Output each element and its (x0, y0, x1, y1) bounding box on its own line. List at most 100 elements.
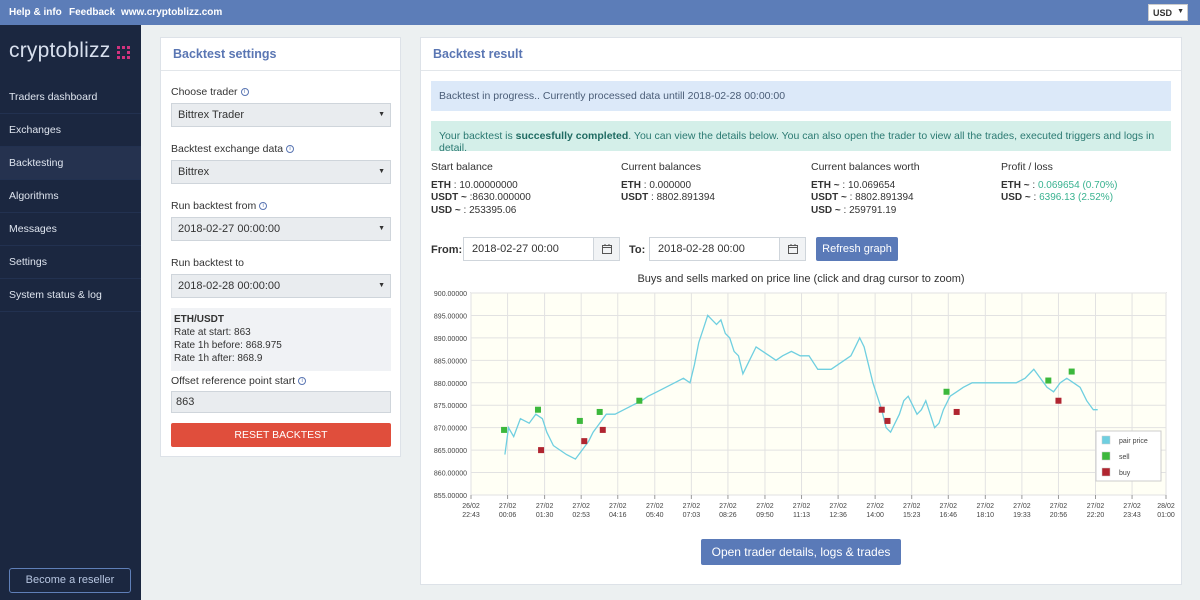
offset-input[interactable]: 863 (171, 391, 391, 413)
trader-select[interactable]: Bittrex Trader ▼ (171, 103, 391, 127)
x-tick-label: 14:00 (866, 512, 884, 519)
legend-label: sell (1119, 454, 1130, 461)
to-select-value: 2018-02-28 00:00:00 (178, 280, 281, 292)
balance-key: USDT ~ (431, 192, 467, 203)
chevron-down-icon: ▼ (378, 225, 385, 232)
reset-backtest-button[interactable]: RESET BACKTEST (171, 423, 391, 447)
from-select[interactable]: 2018-02-27 00:00:00 ▼ (171, 217, 391, 241)
y-tick-label: 880.00000 (434, 381, 467, 388)
legend-swatch (1101, 435, 1111, 445)
buy-marker (953, 408, 960, 415)
price-chart[interactable]: 900.00000 895.00000 890.00000 885.00000 880.… (421, 285, 1181, 535)
x-tick-label: 16:46 (940, 512, 958, 519)
app-logo[interactable]: cryptoblizz (9, 39, 111, 62)
profit-loss-header: Profit / loss (1001, 161, 1053, 173)
buy-marker (1055, 397, 1062, 404)
graph-from-input[interactable]: 2018-02-27 00:00 (463, 237, 620, 261)
success-pre: Your backtest is (439, 130, 516, 142)
x-tick-label: 27/02 (977, 503, 995, 510)
from-select-value: 2018-02-27 00:00:00 (178, 223, 281, 235)
x-tick-label: 26/02 (462, 503, 480, 510)
sidebar-item-algorithms[interactable]: Algorithms (0, 180, 141, 213)
top-bar: Help & info Feedback www.cryptoblizz.com… (0, 0, 1200, 25)
sidebar-item-settings[interactable]: Settings (0, 246, 141, 279)
calendar-icon[interactable] (779, 238, 805, 260)
exchange-label: Backtest exchange data i (171, 143, 295, 155)
sell-marker (596, 408, 603, 415)
currency-value: USD (1153, 8, 1173, 18)
x-tick-label: 27/02 (1050, 503, 1068, 510)
y-tick-label: 860.00000 (434, 471, 467, 478)
sidebar-item-traders-dashboard[interactable]: Traders dashboard (0, 81, 141, 114)
balance-key: USD ~ (811, 204, 841, 216)
balance-key: USDT (621, 192, 649, 203)
balance-value: : 10.069654 (839, 179, 896, 191)
info-icon[interactable]: i (240, 88, 249, 97)
buy-marker (878, 406, 885, 413)
profit-value: 6396.13 (2.52%) (1039, 192, 1114, 203)
balance-key: USDT ~ (811, 192, 847, 203)
sidebar-item-system-status[interactable]: System status & log (0, 279, 141, 312)
x-tick-label: 19:33 (1013, 512, 1031, 519)
exchange-select[interactable]: Bittrex ▼ (171, 160, 391, 184)
to-select[interactable]: 2018-02-28 00:00:00 ▼ (171, 274, 391, 298)
trader-select-value: Bittrex Trader (178, 109, 245, 121)
x-tick-label: 00:06 (499, 512, 517, 519)
sidebar: cryptoblizz Traders dashboard Exchanges … (0, 25, 141, 600)
current-balances-header: Current balances (621, 161, 701, 173)
result-title: Backtest result (433, 47, 523, 61)
success-post: . You can view the details below. You ca… (439, 130, 1155, 154)
balance-value: :8630.000000 (466, 192, 531, 203)
currency-select[interactable]: USD ▼ (1148, 4, 1188, 21)
pair-name: ETH/USDT (174, 314, 224, 325)
site-link[interactable]: www.cryptoblizz.com (121, 7, 223, 18)
legend-label: buy (1119, 470, 1131, 477)
balance-key: ETH ~ (811, 179, 840, 191)
help-info-link[interactable]: Help & info (9, 7, 62, 18)
x-tick-label: 27/02 (1013, 503, 1031, 510)
balances-worth: Current balances worth ETH ~ : 10.069654… (811, 161, 920, 217)
sell-marker (636, 397, 643, 404)
profit-loss: Profit / loss ETH ~ : 0.069654 (0.70%) U… (1001, 161, 1117, 205)
graph-to-input[interactable]: 2018-02-28 00:00 (649, 237, 806, 261)
become-reseller-button[interactable]: Become a reseller (9, 568, 131, 593)
info-icon[interactable]: i (259, 202, 268, 211)
feedback-link[interactable]: Feedback (69, 7, 116, 18)
info-icon[interactable]: i (286, 145, 295, 154)
balances-worth-header: Current balances worth (811, 161, 920, 173)
sidebar-item-exchanges[interactable]: Exchanges (0, 114, 141, 147)
x-tick-label: 05:40 (646, 512, 664, 519)
x-tick-label: 27/02 (646, 503, 664, 510)
logo-dots-icon (117, 46, 130, 59)
success-alert: Your backtest is succesfully completed. … (431, 121, 1171, 154)
sidebar-item-messages[interactable]: Messages (0, 213, 141, 246)
balance-value: : 8802.891394 (648, 192, 715, 203)
chart-legend: pair price sell buy (1095, 430, 1162, 482)
sell-marker (1068, 368, 1075, 375)
balance-value: : (1030, 192, 1040, 203)
buy-marker (884, 417, 891, 424)
sidebar-item-backtesting[interactable]: Backtesting (0, 147, 141, 180)
balance-value: : 0.000000 (641, 179, 692, 191)
open-trader-button[interactable]: Open trader details, logs & trades (701, 539, 901, 565)
refresh-graph-button[interactable]: Refresh graph (816, 237, 898, 261)
x-tick-label: 27/02 (719, 503, 737, 510)
x-tick-label: 02:53 (572, 512, 590, 519)
balance-key: ETH ~ (1001, 179, 1030, 191)
buy-marker (538, 447, 545, 454)
x-tick-label: 01:30 (536, 512, 554, 519)
profit-value: 0.069654 (0.70%) (1037, 179, 1118, 191)
from-label: Run backtest from i (171, 200, 268, 212)
graph-from-label: From: (431, 244, 463, 256)
rate-after: Rate 1h after: 868.9 (174, 353, 263, 364)
calendar-icon[interactable] (593, 238, 619, 260)
sidebar-nav: Traders dashboard Exchanges Backtesting … (0, 81, 141, 312)
x-tick-label: 07:03 (683, 512, 701, 519)
balance-value: : 8802.891394 (846, 192, 914, 203)
y-tick-label: 855.00000 (434, 493, 467, 500)
info-icon[interactable]: i (298, 377, 307, 386)
offset-label-text: Offset reference point start (171, 375, 296, 387)
balance-key: ETH (621, 179, 641, 191)
chevron-down-icon: ▼ (1177, 8, 1184, 15)
sell-marker (943, 388, 950, 395)
